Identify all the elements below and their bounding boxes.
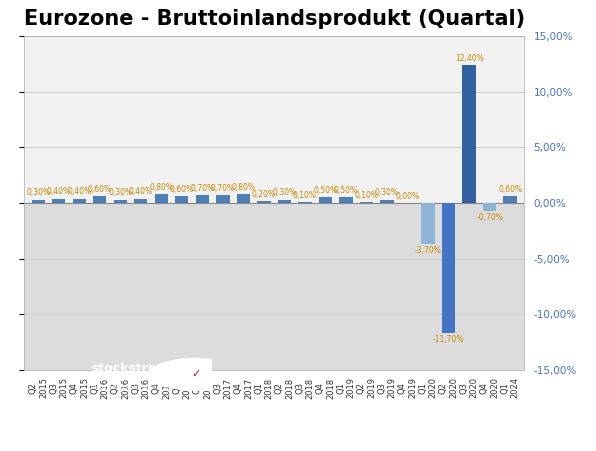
Text: stockstreet.de: stockstreet.de [91, 363, 193, 375]
Bar [216, 195, 229, 203]
Bar [380, 200, 394, 203]
Text: 0,70%: 0,70% [190, 184, 215, 193]
Bar [278, 200, 291, 203]
Circle shape [150, 359, 242, 390]
Text: 0,30%: 0,30% [108, 189, 132, 198]
Bar [24, 36, 524, 203]
Text: 0,70%: 0,70% [211, 184, 235, 193]
Text: 0,00%: 0,00% [396, 192, 420, 201]
Bar [237, 194, 250, 203]
Bar [257, 201, 271, 203]
Bar [24, 203, 524, 370]
Bar [421, 203, 434, 244]
Title: Eurozone - Bruttoinlandsprodukt (Quartal): Eurozone - Bruttoinlandsprodukt (Quartal… [24, 9, 524, 29]
Text: 0,60%: 0,60% [498, 185, 522, 194]
Bar [114, 200, 127, 203]
Text: 0,50%: 0,50% [313, 186, 337, 195]
Text: 0,40%: 0,40% [67, 187, 91, 196]
Bar [175, 196, 188, 203]
Text: ✓: ✓ [191, 369, 200, 379]
Text: 0,30%: 0,30% [272, 189, 296, 198]
Text: -0,70%: -0,70% [476, 213, 503, 222]
Bar [462, 65, 476, 203]
Bar [73, 198, 86, 203]
Text: 0,80%: 0,80% [231, 183, 255, 192]
Text: 0,60%: 0,60% [170, 185, 194, 194]
Text: 0,50%: 0,50% [334, 186, 358, 195]
Text: -11,70%: -11,70% [433, 336, 464, 344]
Text: 0,20%: 0,20% [252, 189, 276, 198]
Text: -3,70%: -3,70% [415, 246, 442, 255]
Bar [483, 203, 496, 211]
Text: 0,30%: 0,30% [375, 189, 399, 198]
Bar [319, 198, 332, 203]
Bar [504, 196, 517, 203]
Bar [52, 198, 66, 203]
Bar [154, 194, 168, 203]
Bar [32, 200, 45, 203]
Text: 0,30%: 0,30% [26, 189, 50, 198]
Text: 12,40%: 12,40% [455, 54, 483, 63]
Bar [298, 202, 312, 203]
Text: 0,40%: 0,40% [129, 187, 153, 196]
Bar [93, 196, 107, 203]
Bar [195, 195, 209, 203]
Text: 0,10%: 0,10% [293, 191, 317, 200]
Text: 0,80%: 0,80% [150, 183, 173, 192]
Text: 0,40%: 0,40% [46, 187, 71, 196]
Text: 0,10%: 0,10% [355, 191, 378, 200]
Bar [360, 202, 373, 203]
Bar [442, 203, 455, 333]
Bar [339, 198, 353, 203]
Bar [134, 198, 147, 203]
Text: unabhängig • strategisch • trefflicher: unabhängig • strategisch • trefflicher [91, 385, 195, 391]
Text: 0,60%: 0,60% [88, 185, 112, 194]
